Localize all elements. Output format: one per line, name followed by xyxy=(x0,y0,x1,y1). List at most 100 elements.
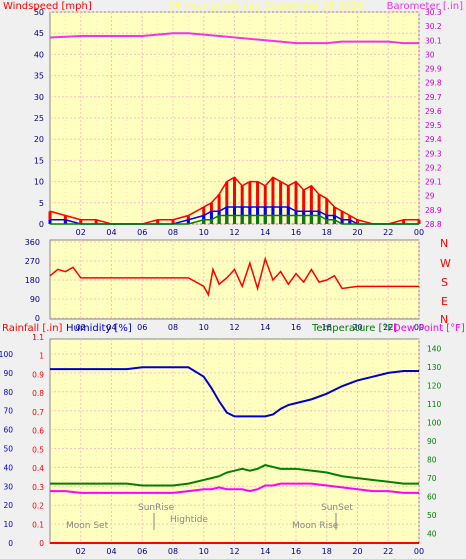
windspeed-axis-label: Windspeed [mph] xyxy=(3,1,92,12)
direction-tick-label: 180 xyxy=(25,276,40,285)
time-tick-label: 20 xyxy=(352,228,362,237)
sunset-annotation: SunSet xyxy=(321,503,353,513)
compass-n-bottom: N xyxy=(440,313,448,326)
barometer-tick-label: 29 xyxy=(425,192,435,201)
time-tick-label: 06 xyxy=(137,547,147,555)
compass-s: S xyxy=(441,276,448,289)
barometer-line xyxy=(49,32,419,45)
time-tick-label: 08 xyxy=(168,547,178,555)
humidity-tick-label: 100 xyxy=(0,350,13,359)
direction-tick-label: 270 xyxy=(25,257,40,266)
dewpoint-axis-label: Dew Point [°F] xyxy=(393,323,465,334)
direction-tick-label: 360 xyxy=(25,238,40,247)
barometer-tick-label: 29.5 xyxy=(425,121,442,130)
temperature-axis-label: Temperature [°F] xyxy=(311,323,397,334)
temperature-tick-label: 40 xyxy=(427,530,437,539)
wind-tick-label: 15 xyxy=(34,156,44,165)
rain-tick-label: 0.4 xyxy=(32,464,44,473)
rain-tick-label: 0 xyxy=(39,539,44,548)
barometer-tick-label: 29.6 xyxy=(425,107,442,116)
temperature-line xyxy=(50,464,419,487)
barometer-tick-label: 29.1 xyxy=(425,178,442,187)
temperature-tick-label: 140 xyxy=(427,344,442,353)
barometer-tick-label: 29.4 xyxy=(425,135,442,144)
time-tick-label: 12 xyxy=(229,323,239,332)
barometer-tick-label: 30 xyxy=(425,50,435,59)
graph-title: 24 hour graph day September 26 2020 xyxy=(168,1,364,12)
temperature-tick-label: 90 xyxy=(427,437,437,446)
rain-tick-label: 0.5 xyxy=(32,445,44,454)
humidity-tick-label: 90 xyxy=(3,369,13,378)
time-tick-label: 00 xyxy=(414,323,424,332)
barometer-tick-label: 30.1 xyxy=(425,36,442,45)
humidity-tick-label: 70 xyxy=(3,407,13,416)
data-series xyxy=(48,32,421,544)
time-tick-label: 04 xyxy=(106,228,116,237)
wind-tick-label: 20 xyxy=(34,135,44,144)
time-tick-label: 20 xyxy=(352,323,362,332)
humidity-tick-label: 30 xyxy=(3,482,13,491)
time-tick-label: 04 xyxy=(106,323,116,332)
rain-tick-label: 1.1 xyxy=(32,333,44,342)
barometer-tick-label: 29.2 xyxy=(425,163,442,172)
grid-lines xyxy=(50,11,420,544)
wind-tick-label: 50 xyxy=(34,8,44,17)
rain-tick-label: 0.7 xyxy=(32,408,44,417)
time-tick-label: 22 xyxy=(383,228,393,237)
axis-labels: 0202020404040606060808081010101212121414… xyxy=(0,8,442,556)
wind-tick-label: 10 xyxy=(34,178,44,187)
moonset-annotation: Moon Set xyxy=(66,521,109,531)
barometer-tick-label: 29.8 xyxy=(425,79,442,88)
barometer-tick-label: 30.2 xyxy=(425,22,442,31)
compass-n-top: N xyxy=(440,237,448,250)
rain-tick-label: 0.1 xyxy=(32,520,44,529)
direction-tick-label: 90 xyxy=(30,295,40,304)
time-tick-label: 12 xyxy=(229,547,239,555)
time-tick-label: 06 xyxy=(137,228,147,237)
time-tick-label: 18 xyxy=(322,228,332,237)
humidity-axis-label: Humidity [%] xyxy=(66,323,132,334)
time-tick-label: 16 xyxy=(291,323,301,332)
time-tick-label: 08 xyxy=(168,323,178,332)
humidity-tick-label: 80 xyxy=(3,388,13,397)
time-tick-label: 12 xyxy=(229,228,239,237)
compass-e: E xyxy=(441,295,448,308)
time-tick-label: 14 xyxy=(260,228,270,237)
time-tick-label: 22 xyxy=(383,547,393,555)
time-tick-label: 10 xyxy=(199,228,209,237)
barometer-tick-label: 29.3 xyxy=(425,149,442,158)
time-tick-label: 10 xyxy=(199,547,209,555)
rain-tick-label: 0.6 xyxy=(32,427,44,436)
rainfall-axis-label: Rainfall [.in] xyxy=(2,323,63,334)
rain-tick-label: 0.2 xyxy=(32,502,44,511)
time-tick-label: 22 xyxy=(383,323,393,332)
temperature-tick-label: 130 xyxy=(427,363,442,372)
time-tick-label: 16 xyxy=(291,228,301,237)
time-tick-label: 04 xyxy=(106,547,116,555)
barometer-axis-label: Barometer [.in] xyxy=(387,1,463,12)
rain-tick-label: 1 xyxy=(39,352,44,361)
humidity-tick-label: 0 xyxy=(8,539,13,548)
moonrise-annotation: Moon Rise xyxy=(292,521,339,531)
temperature-tick-label: 110 xyxy=(427,400,442,409)
humidity-tick-label: 40 xyxy=(3,463,13,472)
wind-tick-label: 40 xyxy=(34,50,44,59)
temperature-tick-label: 120 xyxy=(427,381,442,390)
rain-tick-label: 0.9 xyxy=(32,370,44,379)
humidity-tick-label: 60 xyxy=(3,426,13,435)
humidity-tick-label: 10 xyxy=(3,520,13,529)
time-tick-label: 02 xyxy=(76,228,86,237)
time-tick-label: 14 xyxy=(260,323,270,332)
time-tick-label: 06 xyxy=(137,323,147,332)
time-tick-label: 18 xyxy=(322,547,332,555)
barometer-tick-label: 28.8 xyxy=(425,220,442,229)
temperature-tick-label: 60 xyxy=(427,493,437,502)
wind-direction-line xyxy=(49,256,419,297)
temperature-tick-label: 100 xyxy=(427,418,442,427)
time-tick-label: 02 xyxy=(76,323,86,332)
dewpoint-line xyxy=(50,482,419,494)
direction-tick-label: 0 xyxy=(35,314,40,323)
barometer-tick-label: 30.3 xyxy=(425,8,442,17)
